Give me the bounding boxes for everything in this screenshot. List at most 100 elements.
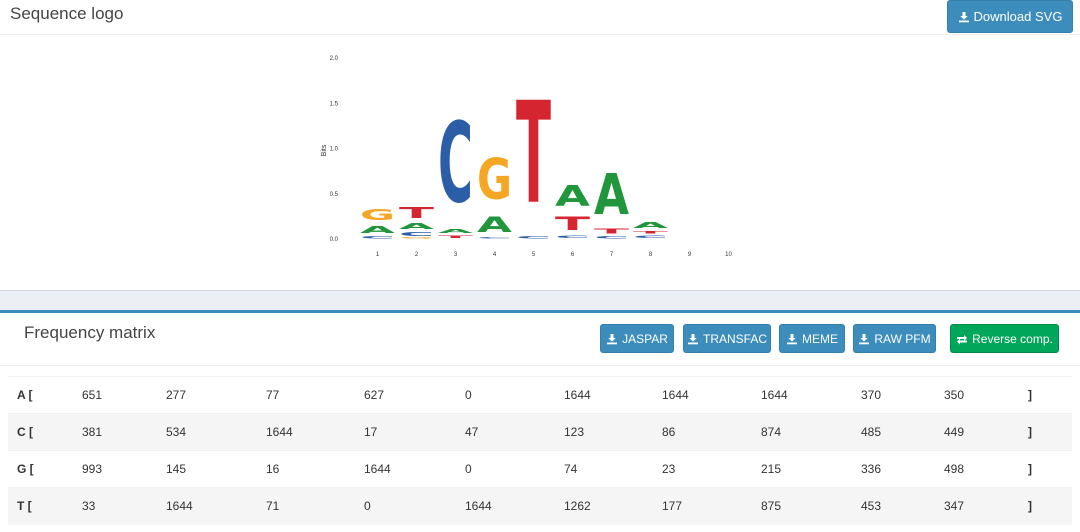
logo-letter-a: A: [360, 224, 396, 236]
matrix-cell: 33: [82, 487, 166, 525]
logo-letter-glyph: A: [360, 224, 396, 236]
reverse-complement-button[interactable]: Reverse comp.: [950, 324, 1059, 353]
download-icon: [687, 333, 698, 344]
logo-letter-glyph: C: [594, 235, 629, 239]
matrix-row-close: ]: [1028, 487, 1072, 525]
matrix-cell: 16: [266, 450, 364, 488]
logo-letter-glyph: C: [438, 100, 473, 229]
logo-letter-glyph: C: [477, 237, 512, 239]
matrix-cell: 1644: [564, 376, 662, 414]
swap-icon: [957, 334, 968, 344]
logo-letter-glyph: T: [399, 204, 434, 222]
raw-pfm-button[interactable]: RAW PFM: [853, 324, 936, 353]
matrix-cell: 498: [944, 450, 1028, 488]
matrix-cell: 1644: [465, 487, 564, 525]
logo-letter-glyph: C: [633, 235, 668, 239]
matrix-header-divider: [0, 365, 1080, 366]
logo-letter-glyph: T: [594, 227, 629, 235]
download-svg-button[interactable]: Download SVG: [947, 0, 1073, 33]
matrix-cell: 485: [861, 413, 944, 451]
matrix-cell: 1644: [364, 450, 465, 488]
matrix-cell: 347: [944, 487, 1028, 525]
logo-letter-t: T: [594, 227, 629, 235]
matrix-cell: 215: [761, 450, 861, 488]
download-svg-label: Download SVG: [973, 9, 1063, 24]
x-tick-label: 9: [688, 252, 692, 258]
matrix-cell: 0: [465, 450, 564, 488]
matrix-cell: 77: [266, 376, 364, 414]
matrix-row: A [651 277 77 627 0 1644 1644 1644 370 350]: [8, 376, 1072, 414]
matrix-cell: 449: [944, 413, 1028, 451]
matrix-title: Frequency matrix: [24, 323, 156, 342]
logo-letter-g: G: [360, 205, 395, 223]
reverse-complement-label: Reverse comp.: [972, 331, 1053, 346]
matrix-cell: 71: [266, 487, 364, 525]
y-tick-label: 0.5: [330, 192, 339, 198]
matrix-cell: 177: [662, 487, 761, 525]
x-tick-label: 5: [532, 252, 536, 258]
logo-letter-t: T: [633, 230, 668, 235]
matrix-row: T [33 1644 71 0 1644 1262 177 875 453 347]: [8, 487, 1072, 525]
logo-letter-a: A: [633, 221, 668, 230]
matrix-cell: 47: [465, 413, 564, 451]
logo-letter-t: T: [555, 213, 591, 235]
logo-letter-glyph: T: [516, 72, 551, 235]
logo-letter-glyph: A: [633, 221, 668, 230]
logo-letter-glyph: T: [633, 230, 668, 235]
download-icon: [859, 333, 870, 344]
matrix-cell: 350: [944, 376, 1028, 414]
jaspar-label: JASPAR: [622, 331, 668, 346]
meme-button[interactable]: MEME: [779, 324, 845, 353]
x-tick-label: 7: [610, 252, 614, 258]
logo-letter-t: T: [516, 72, 551, 235]
logo-letter-g: G: [477, 147, 512, 212]
logo-letter-glyph: A: [477, 212, 513, 237]
download-icon: [607, 333, 618, 344]
logo-letter-c: C: [555, 235, 590, 239]
download-icon: [787, 333, 797, 344]
y-tick-label: 1.5: [330, 101, 339, 107]
panel-header: Sequence logo Download SVG: [0, 0, 1080, 35]
logo-letter-a: A: [438, 228, 473, 234]
logo-letter-c: C: [633, 235, 668, 239]
matrix-row-label: G [: [8, 450, 82, 488]
matrix-cell: 0: [364, 487, 465, 525]
logo-letter-c: C: [594, 235, 629, 239]
matrix-cell: 627: [364, 376, 465, 414]
matrix-cell: 23: [662, 450, 761, 488]
matrix-cell: 651: [82, 376, 166, 414]
logo-letter-c: C: [477, 237, 512, 239]
matrix-cell: 123: [564, 413, 662, 451]
matrix-row-close: ]: [1028, 450, 1072, 488]
matrix-cell: 381: [82, 413, 166, 451]
x-tick-label: 10: [725, 252, 732, 258]
transfac-label: TRANSFAC: [702, 331, 767, 346]
matrix-cell: 1644: [166, 487, 266, 525]
logo-letter-glyph: A: [555, 179, 591, 212]
panel-title: Sequence logo: [10, 4, 124, 23]
matrix-row-label: C [: [8, 413, 82, 451]
matrix-cell: 336: [861, 450, 944, 488]
logo-letter-c: C: [438, 100, 473, 229]
matrix-cell: 1644: [662, 376, 761, 414]
matrix-row-close: ]: [1028, 413, 1072, 451]
matrix-row: C [381 534 1644 17 47 123 86 874 485 449]: [8, 413, 1072, 451]
jaspar-button[interactable]: JASPAR: [600, 324, 674, 353]
y-tick-label: 2.0: [330, 56, 339, 62]
logo-letter-glyph: T: [438, 234, 473, 239]
logo-letter-glyph: A: [594, 162, 629, 227]
download-icon: [958, 11, 969, 22]
y-tick-label: 0.0: [330, 237, 339, 243]
matrix-cell: 277: [166, 376, 266, 414]
x-tick-label: 2: [415, 252, 419, 258]
logo-letter-glyph: C: [360, 235, 395, 239]
matrix-cell: 534: [166, 413, 266, 451]
logo-letter-glyph: G: [360, 205, 395, 223]
y-axis-label: Bits: [321, 144, 328, 156]
transfac-button[interactable]: TRANSFAC: [683, 324, 771, 353]
x-tick-label: 8: [649, 252, 653, 258]
y-tick-label: 1.0: [330, 147, 339, 153]
logo-letter-glyph: C: [399, 231, 434, 237]
